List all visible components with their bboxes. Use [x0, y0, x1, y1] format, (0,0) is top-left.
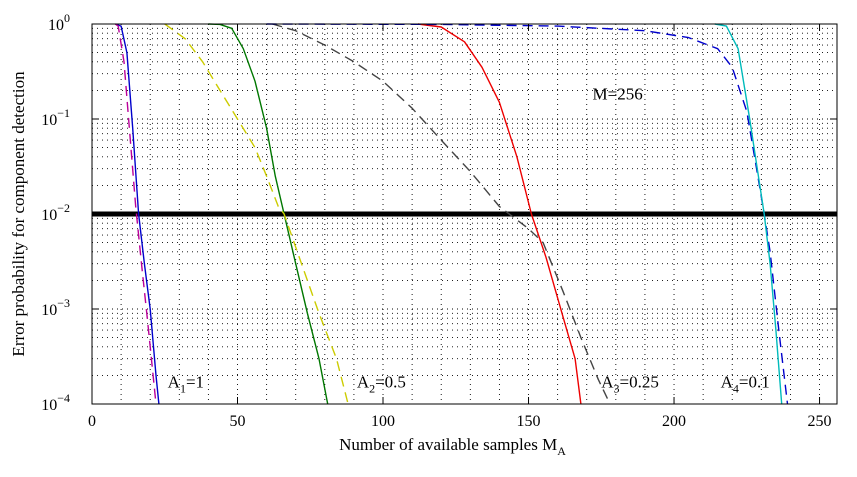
series-line-5 [272, 23, 611, 405]
y-tick-mantissa: 10 [48, 17, 64, 34]
y-tick-label: 10−4 [41, 391, 70, 414]
x-tick-label: 200 [662, 413, 686, 430]
y-tick-label: 10−1 [41, 106, 70, 129]
series-line-1 [115, 23, 160, 405]
annotation-subscript: 2 [369, 381, 375, 395]
annotation-value: =1 [186, 372, 204, 391]
y-tick-mantissa: 10 [41, 302, 57, 319]
y-tick-exponent: 0 [64, 11, 70, 25]
y-tick-label: 10−2 [41, 201, 70, 224]
x-tick-label: 0 [88, 413, 96, 430]
x-tick-label: 150 [517, 413, 541, 430]
annotation-subscript: 3 [614, 381, 620, 395]
annotation-label: A4=0.1 [721, 372, 770, 395]
y-tick-mantissa: 10 [41, 112, 57, 129]
annotation-label: A1=1 [168, 372, 204, 395]
series-line-7 [266, 23, 789, 405]
y-tick-exponent: −2 [57, 201, 70, 215]
x-axis-label-main: Number of available samples M [339, 435, 557, 454]
annotation-value: =0.25 [620, 372, 659, 391]
x-tick-label: 250 [808, 413, 832, 430]
annotation-subscript: 4 [733, 381, 739, 395]
y-tick-mantissa: 10 [41, 397, 57, 414]
annotation-label: A2=0.5 [357, 372, 406, 395]
annotation-subscript: 1 [180, 381, 186, 395]
annotation-main: A [357, 372, 370, 391]
x-tick-label: 100 [371, 413, 395, 430]
annotation-label: A3=0.25 [601, 372, 659, 395]
annotation-value: =0.5 [375, 372, 406, 391]
y-tick-label: 10−3 [41, 296, 70, 319]
y-tick-label: 100 [48, 11, 70, 34]
series-line-4 [164, 23, 349, 405]
y-tick-mantissa: 10 [41, 207, 57, 224]
y-tick-exponent: −3 [57, 296, 70, 310]
y-tick-exponent: −4 [57, 391, 70, 405]
annotation-main: A [168, 372, 181, 391]
annotation-value: =0.1 [739, 372, 770, 391]
annotation-main: A [601, 372, 614, 391]
series-line-3 [208, 23, 329, 405]
y-axis-label: Error probability for component detectio… [9, 71, 28, 357]
x-axis-label: Number of available samples MA [339, 435, 566, 458]
x-axis-label-subscript: A [557, 444, 566, 458]
series-line-8 [714, 23, 783, 405]
series-line-6 [417, 23, 582, 405]
x-tick-label: 50 [230, 413, 246, 430]
annotation-main: A [721, 372, 734, 391]
series-line-2 [114, 23, 157, 405]
annotation-label: M=256 [593, 85, 643, 104]
series-layer [114, 23, 789, 405]
y-tick-exponent: −1 [57, 106, 70, 120]
